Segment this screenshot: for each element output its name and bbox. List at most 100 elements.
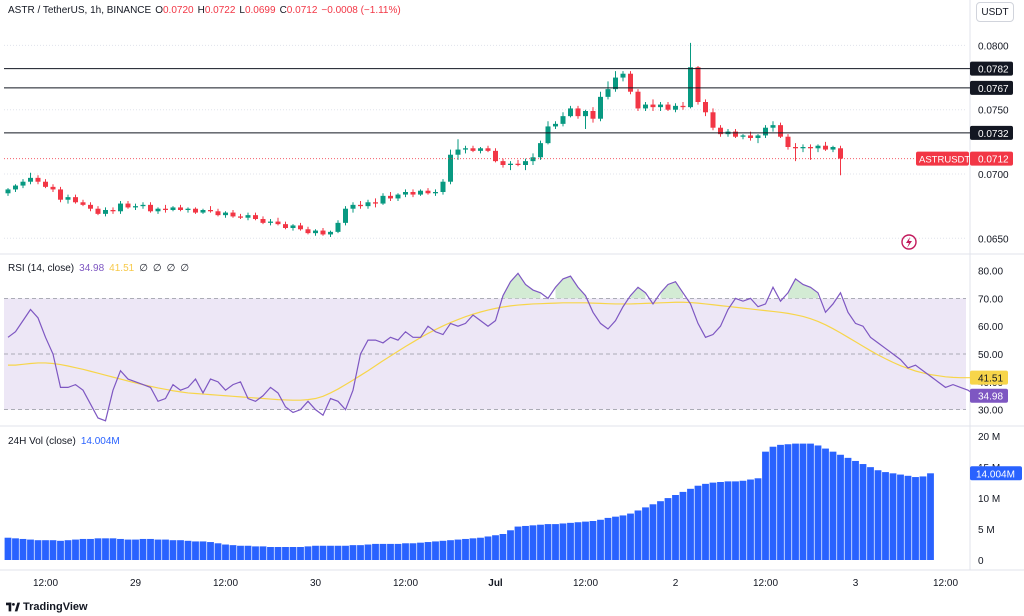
volume-bar	[379, 543, 387, 560]
candle-body	[13, 185, 18, 190]
volume-bar	[919, 476, 927, 560]
volume-bar	[117, 538, 124, 560]
symbol-legend[interactable]: ASTR / TetherUS, 1h, BINANCE O0.0720 H0.…	[8, 5, 401, 16]
rsi-ma-tag-label: 41.51	[978, 374, 1003, 385]
volume-bar	[274, 547, 282, 560]
time-tick-label: 12:00	[213, 578, 238, 589]
rsi-line	[7, 272, 976, 422]
candle-body	[260, 219, 266, 223]
candle-body	[523, 161, 528, 165]
candle-body	[95, 208, 101, 214]
candle-body	[200, 210, 206, 213]
candle-body	[658, 104, 663, 108]
candle-body	[80, 202, 86, 205]
candle-body	[493, 150, 498, 162]
candle-body	[133, 206, 138, 208]
volume-bar	[649, 504, 657, 560]
rsi-extra-2: ∅	[166, 263, 176, 274]
volume-bar	[259, 546, 267, 560]
candle-body	[718, 127, 723, 135]
candle-body	[358, 204, 363, 207]
candle-body	[305, 229, 311, 234]
candle-body	[605, 89, 611, 97]
volume-bar	[627, 513, 634, 560]
volume-legend[interactable]: 24H Vol (close) 14.004M	[8, 436, 120, 447]
candle-body	[568, 108, 573, 117]
volume-bar	[762, 451, 769, 560]
volume-bar	[207, 542, 214, 560]
price-tick-label: 0.0650	[978, 234, 1009, 245]
volume-bar	[664, 498, 672, 560]
volume-bar	[12, 538, 19, 560]
candle-body	[635, 91, 641, 109]
volume-bar	[477, 537, 484, 560]
candle-body	[275, 221, 281, 225]
volume-tick-label: 5 M	[978, 525, 995, 536]
volume-bar	[537, 524, 544, 560]
candle-body	[125, 203, 131, 208]
volume-bar	[267, 547, 274, 560]
volume-bar	[604, 517, 612, 560]
volume-bar	[739, 480, 747, 560]
candle-body	[380, 195, 386, 204]
candle-body	[650, 104, 656, 108]
volume-bar	[94, 538, 102, 560]
candle-body	[470, 148, 476, 151]
time-tick-label: 12:00	[573, 578, 598, 589]
candle-body	[485, 148, 491, 151]
rsi-overbought-fill	[555, 276, 586, 299]
volume-bar	[754, 478, 762, 560]
volume-bar	[807, 443, 814, 560]
rsi-legend[interactable]: RSI (14, close) 34.98 41.51 ∅ ∅ ∅ ∅	[8, 263, 189, 274]
volume-bar	[582, 521, 589, 560]
volume-bar	[79, 538, 87, 560]
candle-body	[508, 163, 513, 165]
candle-body	[403, 192, 408, 195]
volume-bar	[282, 547, 289, 560]
candle-body	[590, 111, 596, 119]
candle-body	[448, 154, 453, 182]
candle-body	[88, 204, 93, 209]
volume-bar	[87, 538, 94, 560]
candle-body	[793, 147, 798, 149]
ohlc-change: −0.0008 (−1.11%)	[321, 5, 401, 16]
volume-bar	[72, 539, 79, 560]
volume-bar	[747, 479, 754, 560]
volume-bar	[642, 507, 649, 560]
volume-bar	[312, 545, 319, 560]
volume-tag	[970, 466, 1022, 481]
rsi-extra-1: ∅	[152, 263, 162, 274]
volume-bar	[852, 460, 859, 560]
volume-bar	[42, 540, 49, 560]
volume-bar	[387, 543, 394, 560]
volume-bar	[597, 519, 604, 560]
volume-layer	[4, 443, 934, 560]
volume-bar	[724, 481, 732, 560]
volume-bar	[162, 539, 169, 560]
volume-bar	[814, 445, 822, 560]
rsi-ma-line	[8, 301, 976, 401]
rsi-value: 34.98	[79, 263, 105, 274]
volume-title: 24H Vol (close)	[8, 436, 76, 447]
candle-body	[583, 111, 588, 117]
volume-bar	[867, 467, 874, 560]
candle-body	[283, 224, 288, 228]
candle-body	[20, 181, 26, 186]
volume-bar	[57, 540, 64, 560]
candle-body	[455, 149, 461, 155]
rsi-overbought-fill	[788, 278, 818, 299]
volume-bar	[837, 454, 844, 560]
rsi-layer	[4, 272, 976, 422]
volume-bar	[319, 545, 327, 560]
candle-body	[778, 125, 783, 137]
volume-bar	[4, 537, 12, 560]
volume-bar	[574, 522, 582, 560]
candle-body	[208, 210, 213, 212]
volume-bar	[522, 525, 529, 560]
candle-body	[178, 207, 183, 210]
rsi-ma-tag	[970, 370, 1008, 385]
tradingview-logo[interactable]: TradingView	[6, 601, 88, 613]
candle-body	[433, 192, 438, 194]
currency-button[interactable]: USDT	[976, 2, 1014, 22]
